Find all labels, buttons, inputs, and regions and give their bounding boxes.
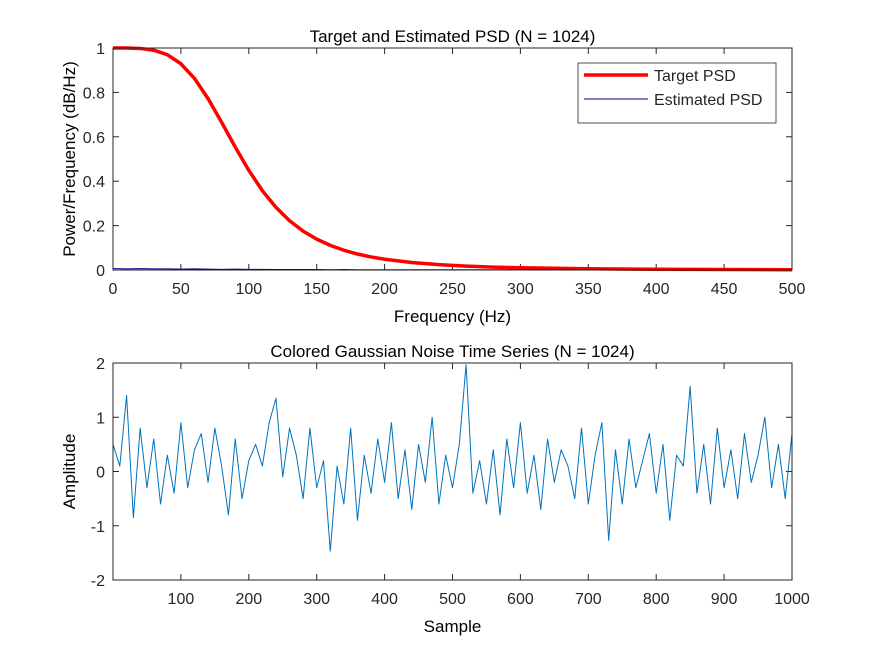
x-tick-label: 300 xyxy=(507,281,534,298)
x-tick-label: 800 xyxy=(643,591,670,608)
y-tick-label: 0.6 xyxy=(83,130,105,147)
plot-area xyxy=(113,363,792,580)
x-tick-label: 100 xyxy=(168,591,195,608)
x-axis-label: Frequency (Hz) xyxy=(394,307,511,326)
y-tick-label: 0.4 xyxy=(83,174,105,191)
data-line xyxy=(113,364,792,552)
x-tick-label: 600 xyxy=(507,591,534,608)
y-tick-label: 0.2 xyxy=(83,219,105,236)
y-axis-label: Power/Frequency (dB/Hz) xyxy=(60,61,79,257)
y-tick-label: 0.8 xyxy=(83,85,105,102)
y-axis-label: Amplitude xyxy=(60,434,79,510)
x-tick-label: 0 xyxy=(109,281,118,298)
data-line xyxy=(113,46,792,272)
x-tick-label: 400 xyxy=(371,591,398,608)
x-tick-label: 500 xyxy=(779,281,806,298)
x-axis-label: Sample xyxy=(424,617,482,636)
x-tick-label: 150 xyxy=(303,281,330,298)
x-tick-label: 350 xyxy=(575,281,602,298)
legend-label: Target PSD xyxy=(654,68,736,85)
y-tick-label: 0 xyxy=(96,263,105,280)
legend-label: Estimated PSD xyxy=(654,92,762,109)
x-tick-label: 1000 xyxy=(774,591,810,608)
x-tick-label: 50 xyxy=(172,281,190,298)
y-tick-label: 1 xyxy=(96,41,105,58)
x-tick-label: 700 xyxy=(575,591,602,608)
x-tick-label: 900 xyxy=(711,591,738,608)
x-tick-label: 400 xyxy=(643,281,670,298)
y-tick-label: 1 xyxy=(96,410,105,427)
x-tick-label: 300 xyxy=(303,591,330,608)
chart-title: Colored Gaussian Noise Time Series (N = … xyxy=(270,342,634,361)
y-tick-label: 0 xyxy=(96,465,105,482)
axes-box xyxy=(112,47,793,271)
x-tick-label: 100 xyxy=(235,281,262,298)
x-tick-label: 500 xyxy=(439,591,466,608)
x-tick-label: 450 xyxy=(711,281,738,298)
y-tick-label: 2 xyxy=(96,356,105,373)
x-tick-label: 200 xyxy=(371,281,398,298)
axes-box xyxy=(112,362,793,581)
legend-box xyxy=(577,62,777,124)
x-tick-label: 200 xyxy=(235,591,262,608)
y-tick-label: -1 xyxy=(91,519,105,536)
chart-title: Target and Estimated PSD (N = 1024) xyxy=(310,27,596,46)
x-tick-label: 250 xyxy=(439,281,466,298)
y-tick-label: -2 xyxy=(91,573,105,590)
